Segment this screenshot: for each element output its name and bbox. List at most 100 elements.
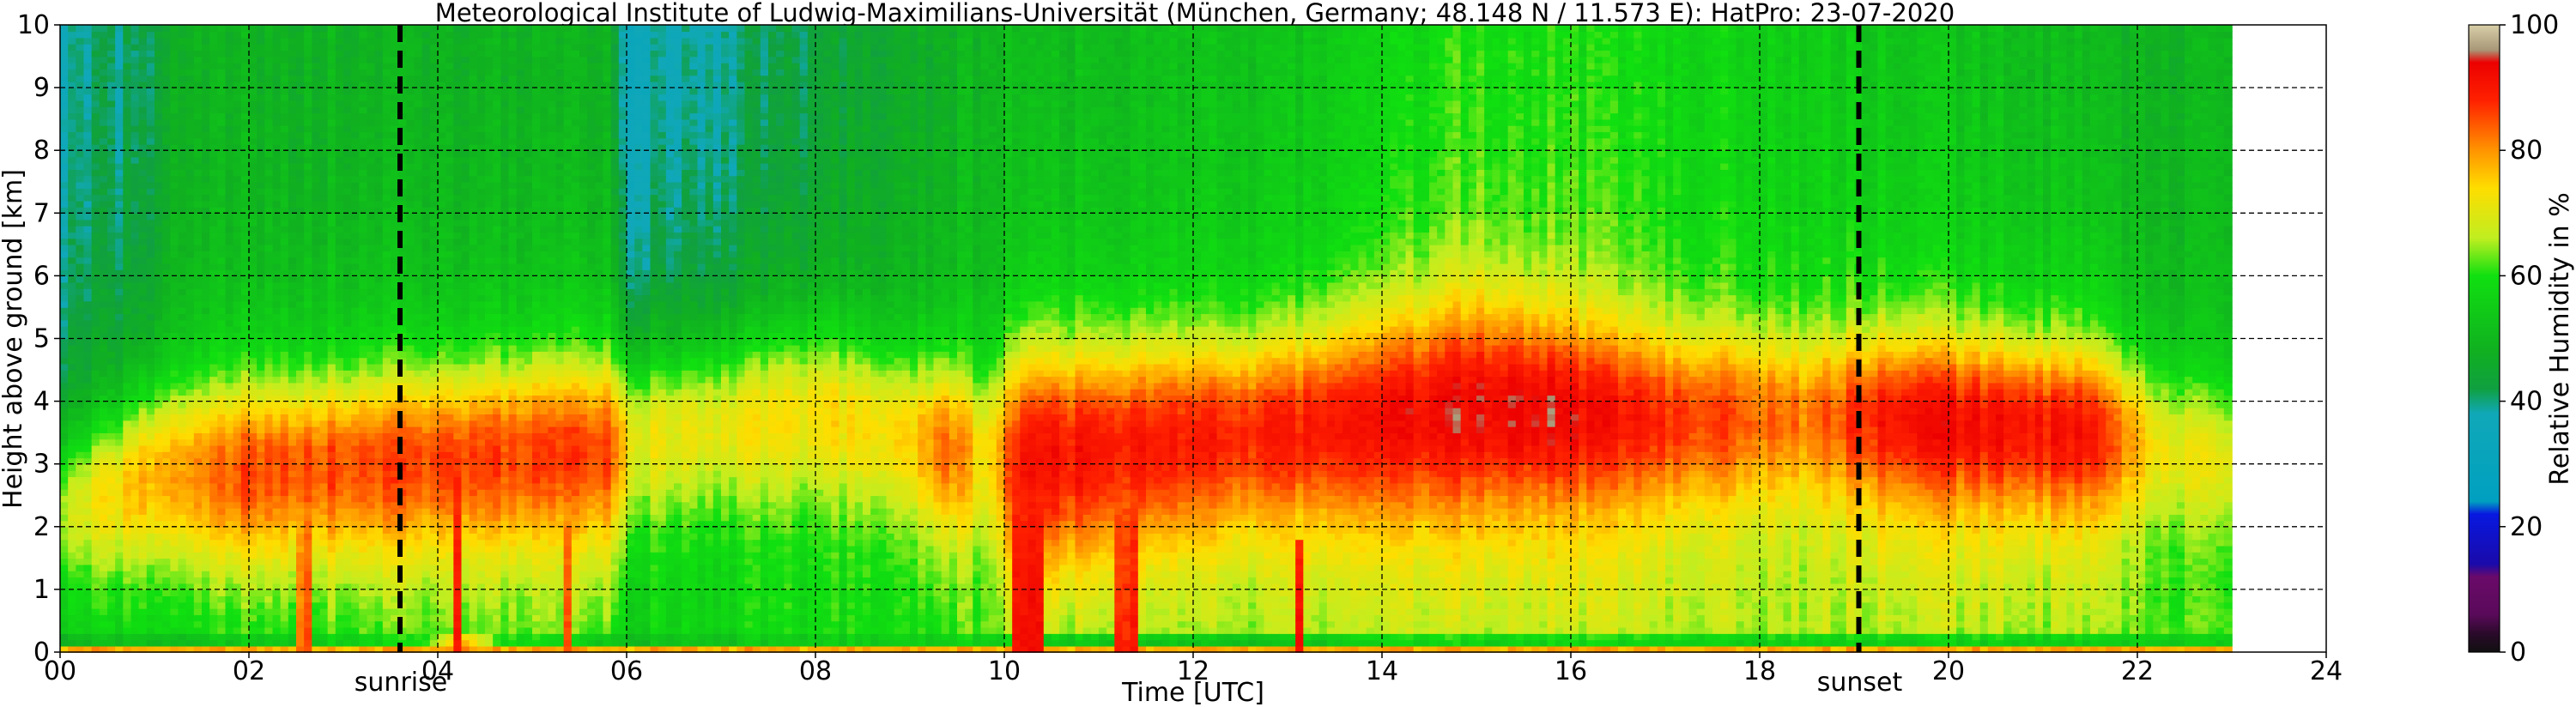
heatmap-cell — [249, 514, 258, 521]
heatmap-cell — [217, 294, 226, 301]
heatmap-cell — [226, 364, 234, 371]
heatmap-cell — [422, 69, 431, 76]
heatmap-cell — [351, 614, 360, 621]
heatmap-cell — [131, 577, 140, 583]
heatmap-cell — [115, 414, 124, 420]
heatmap-cell — [194, 451, 203, 458]
heatmap-cell — [226, 445, 234, 452]
heatmap-cell — [68, 150, 76, 157]
heatmap-cell — [343, 420, 352, 427]
heatmap-cell — [202, 288, 210, 295]
heatmap-cell — [241, 94, 250, 100]
heatmap-cell — [351, 201, 360, 208]
heatmap-cell — [328, 75, 336, 82]
heatmap-cell — [406, 627, 415, 634]
heatmap-cell — [179, 163, 187, 170]
heatmap-cell — [383, 31, 391, 38]
heatmap-cell — [296, 275, 305, 282]
heatmap-cell — [233, 639, 242, 646]
heatmap-cell — [209, 201, 218, 208]
heatmap-cell — [320, 558, 329, 565]
heatmap-cell — [217, 451, 226, 458]
heatmap-cell — [60, 376, 69, 383]
heatmap-cell — [147, 533, 155, 540]
heatmap-cell — [264, 63, 273, 69]
heatmap-cell — [296, 426, 305, 433]
heatmap-cell — [155, 408, 163, 414]
heatmap-cell — [273, 213, 282, 220]
heatmap-cell — [179, 595, 187, 602]
heatmap-cell — [351, 639, 360, 646]
heatmap-cell — [328, 263, 336, 270]
heatmap-cell — [226, 138, 234, 145]
heatmap-cell — [343, 495, 352, 502]
heatmap-cell — [202, 157, 210, 164]
heatmap-cell — [202, 50, 210, 57]
heatmap-cell — [312, 182, 320, 189]
heatmap-cell — [217, 106, 226, 113]
heatmap-cell — [375, 571, 384, 577]
heatmap-cell — [202, 546, 210, 553]
heatmap-cell — [123, 432, 131, 439]
heatmap-cell — [155, 213, 163, 220]
heatmap-cell — [320, 552, 329, 559]
heatmap-cell — [131, 546, 140, 553]
heatmap-cell — [367, 275, 376, 282]
heatmap-cell — [92, 251, 100, 257]
heatmap-cell — [107, 438, 116, 445]
heatmap-cell — [131, 620, 140, 627]
heatmap-cell — [194, 470, 203, 477]
heatmap-cell — [359, 313, 367, 320]
heatmap-cell — [273, 345, 282, 352]
heatmap-cell — [273, 508, 282, 515]
heatmap-cell — [179, 589, 187, 596]
heatmap-cell — [226, 464, 234, 471]
heatmap-cell — [209, 57, 218, 63]
heatmap-cell — [76, 476, 84, 483]
heatmap-cell — [76, 150, 84, 157]
heatmap-cell — [359, 282, 367, 289]
heatmap-cell — [92, 38, 100, 45]
heatmap-cell — [226, 257, 234, 263]
heatmap-cell — [375, 182, 384, 189]
heatmap-cell — [100, 533, 108, 540]
heatmap-cell — [123, 131, 131, 138]
heatmap-cell — [320, 527, 329, 534]
heatmap-cell — [249, 175, 258, 182]
heatmap-cell — [422, 533, 431, 540]
heatmap-cell — [273, 188, 282, 195]
heatmap-cell — [343, 432, 352, 439]
heatmap-cell — [288, 552, 297, 559]
heatmap-cell — [217, 376, 226, 383]
heatmap-cell — [406, 38, 415, 45]
heatmap-cell — [60, 489, 69, 496]
heatmap-cell — [383, 639, 391, 646]
heatmap-cell — [241, 288, 250, 295]
heatmap-cell — [415, 351, 423, 358]
heatmap-cell — [233, 533, 242, 540]
heatmap-cell — [115, 639, 124, 646]
heatmap-cell — [415, 502, 423, 509]
heatmap-cell — [430, 376, 439, 383]
heatmap-cell — [249, 608, 258, 615]
heatmap-cell — [351, 502, 360, 509]
heatmap-cell — [257, 169, 265, 176]
heatmap-cell — [320, 157, 329, 164]
heatmap-cell — [147, 527, 155, 534]
heatmap-cell — [217, 125, 226, 132]
heatmap-cell — [415, 125, 423, 132]
heatmap-cell — [170, 533, 179, 540]
heatmap-cell — [76, 239, 84, 245]
heatmap-cell — [296, 44, 305, 51]
heatmap-cell — [391, 119, 399, 126]
heatmap-cell — [375, 489, 384, 496]
heatmap-cell — [367, 100, 376, 107]
heatmap-cell — [194, 614, 203, 621]
heatmap-cell — [60, 571, 69, 577]
heatmap-cell — [170, 502, 179, 509]
heatmap-cell — [186, 620, 195, 627]
heatmap-cell — [233, 220, 242, 227]
heatmap-cell — [60, 75, 69, 82]
heatmap-cell — [415, 301, 423, 308]
heatmap-cell — [194, 364, 203, 371]
